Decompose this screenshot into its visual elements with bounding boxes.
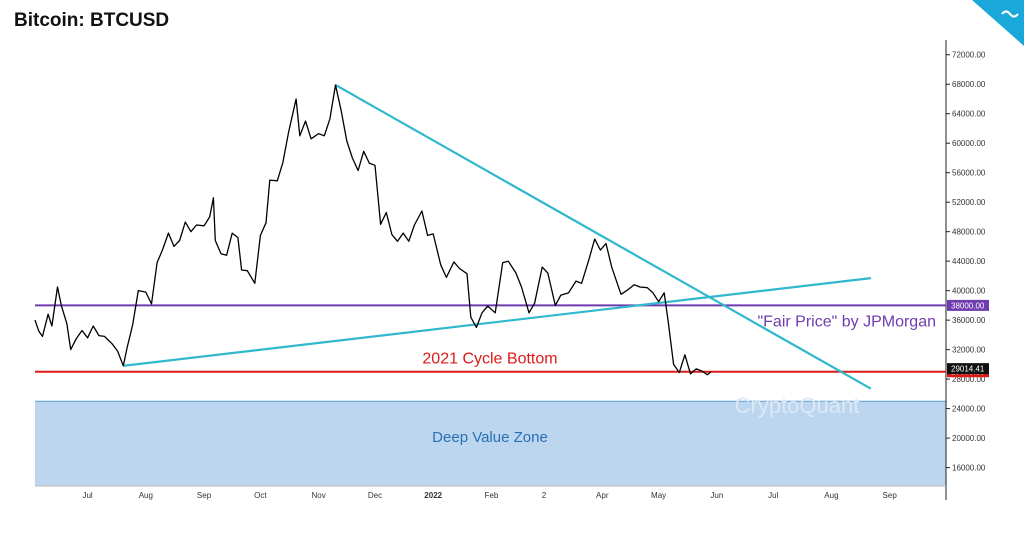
cycle-bottom-label: 2021 Cycle Bottom [422, 351, 557, 368]
y-tick-label: 48000.00 [952, 228, 986, 237]
hline-price-tag-label-0: 38000.00 [951, 301, 985, 310]
x-tick-label: Feb [485, 491, 499, 500]
chart-title: Bitcoin: BTCUSD [14, 10, 170, 31]
x-tick-label: Jul [768, 491, 778, 500]
price-line [34, 84, 712, 376]
x-tick-label: 2022 [424, 491, 442, 500]
y-tick-label: 60000.00 [952, 139, 986, 148]
deep-value-zone-label: Deep Value Zone [432, 429, 548, 446]
trendlines-layer [123, 84, 872, 390]
last-price-tag [947, 363, 989, 375]
x-tick-label: 2 [542, 491, 547, 500]
last-price-tag-label: 29014.41 [951, 365, 985, 374]
y-tick-label: 44000.00 [952, 257, 986, 266]
x-tick-label: May [651, 491, 666, 500]
x-tick-label: Nov [312, 491, 326, 500]
y-tick-label: 72000.00 [952, 51, 986, 60]
x-tick-label: Jun [710, 491, 723, 500]
x-tick-label: Aug [824, 491, 838, 500]
x-tick-label: Oct [254, 491, 267, 500]
y-tick-label: 36000.00 [952, 316, 986, 325]
x-tick-label: Sep [197, 491, 212, 500]
y-tick-label: 52000.00 [952, 198, 986, 207]
y-tick-label: 68000.00 [952, 80, 986, 89]
price-series-layer [34, 84, 712, 376]
x-tick-label: Sep [883, 491, 898, 500]
x-tick-label: Dec [368, 491, 382, 500]
y-tick-label: 24000.00 [952, 405, 986, 414]
corner-logo-icon [972, 0, 1024, 46]
x-tick-label: Aug [139, 491, 153, 500]
y-tick-label: 56000.00 [952, 169, 986, 178]
fair-price-label: "Fair Price" by JPMorgan [757, 313, 936, 330]
y-tick-label: 32000.00 [952, 346, 986, 355]
trendline-1 [123, 277, 871, 367]
annotations-layer: 29014.41 2021 Cycle Bottom "Fair Price" by… [422, 313, 989, 375]
y-tick-label: 40000.00 [952, 287, 986, 296]
y-tick-label: 16000.00 [952, 464, 986, 473]
y-tick-label: 64000.00 [952, 110, 986, 119]
hline-price-tag-0 [947, 299, 989, 311]
axes-layer: 16000.00 20000.00 24000.00 28000.00 32000.00… [35, 40, 986, 500]
trendline-0 [334, 84, 872, 390]
x-tick-label: Apr [596, 491, 609, 500]
y-tick-label: 28000.00 [952, 375, 986, 384]
watermark-text: CryptoQuant [735, 393, 860, 418]
deep-value-zone [35, 401, 946, 486]
y-tick-label: 20000.00 [952, 434, 986, 443]
deep-value-zone-layer: Deep Value Zone CryptoQuant [35, 393, 946, 486]
x-tick-label: Jul [82, 491, 92, 500]
